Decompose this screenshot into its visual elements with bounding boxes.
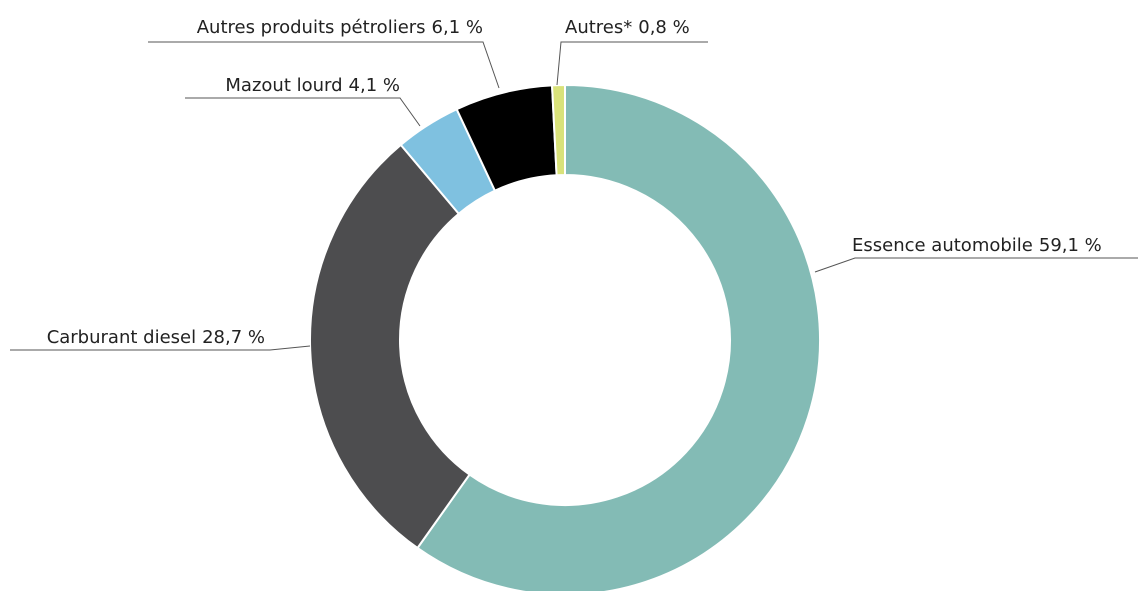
category-name: Autres* (565, 17, 632, 38)
leader-line (814, 257, 1138, 273)
value-label: 0,8 % (638, 17, 689, 38)
leader-line (556, 41, 708, 86)
slice-label: Carburant diesel 28,7 % (47, 327, 265, 348)
leader-line (148, 41, 500, 89)
category-name: Carburant diesel (47, 327, 196, 348)
slice (309, 143, 471, 550)
leader-line (185, 97, 421, 127)
slice (416, 83, 821, 591)
slice (550, 83, 566, 177)
category-name: Essence automobile (852, 235, 1033, 256)
slice-label: Autres* 0,8 % (565, 17, 690, 38)
slice-label: Mazout lourd 4,1 % (225, 75, 400, 96)
value-label: 6,1 % (432, 17, 483, 38)
value-label: 4,1 % (349, 75, 400, 96)
leader-line (10, 345, 311, 351)
slice-label: Essence automobile 59,1 % (852, 235, 1102, 256)
slice-label: Autres produits pétroliers 6,1 % (197, 17, 483, 38)
value-label: 28,7 % (202, 327, 265, 348)
category-name: Autres produits pétroliers (197, 17, 426, 38)
category-name: Mazout lourd (225, 75, 342, 96)
value-label: 59,1 % (1039, 235, 1102, 256)
